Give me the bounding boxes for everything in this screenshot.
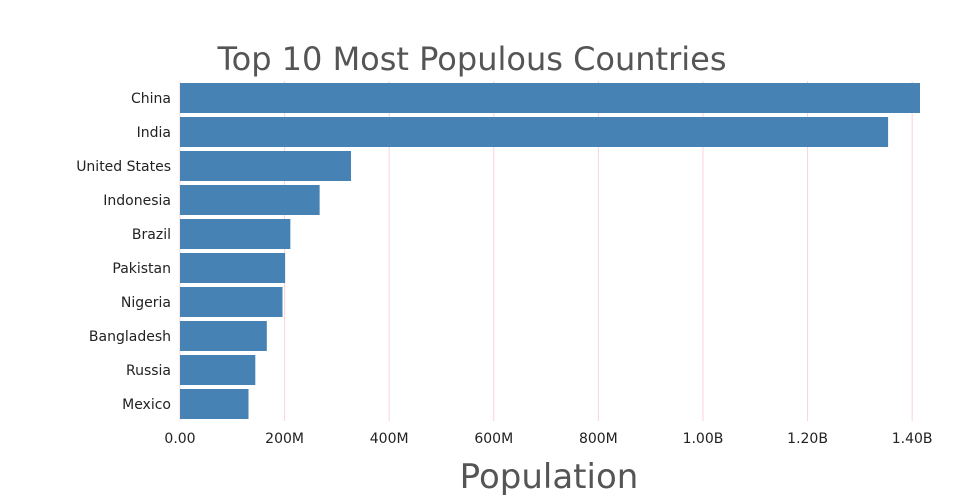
x-tick-label: 400M [370,431,409,447]
x-tick-label: 600M [474,431,513,447]
y-tick-label: China [131,91,171,107]
bar [180,219,291,249]
bar [180,389,249,419]
y-tick-label: Russia [126,363,171,379]
y-tick-label: Mexico [122,397,171,413]
x-tick-label: 800M [579,431,618,447]
bar [180,321,267,351]
y-tick-label: Brazil [132,227,171,243]
x-tick-label: 0.00 [164,431,195,447]
y-tick-label: Bangladesh [89,329,171,345]
chart-title: Top 10 Most Populous Countries [217,40,727,78]
bar [180,185,320,215]
bars [180,83,920,419]
bar [180,355,256,385]
bar [180,83,920,113]
y-tick-label: India [137,125,171,141]
x-tick-label: 1.40B [892,431,933,447]
bar [180,151,352,181]
y-tick-label: Nigeria [121,295,171,311]
bar [180,253,286,283]
x-tick-label: 200M [265,431,304,447]
x-tick-label: 1.00B [683,431,724,447]
y-tick-label: Pakistan [112,261,171,277]
bar [180,287,283,317]
y-axis-tick-labels: China India United States Indonesia Brazil Pa… [76,91,171,413]
x-axis-title: Population [460,457,639,497]
y-tick-label: United States [76,159,171,175]
y-tick-label: Indonesia [103,193,171,209]
x-axis-tick-labels: 0.00 200M 400M 600M 800M 1.00B 1.20B 1.40B [164,431,932,447]
bar [180,117,889,147]
x-tick-label: 1.20B [787,431,828,447]
